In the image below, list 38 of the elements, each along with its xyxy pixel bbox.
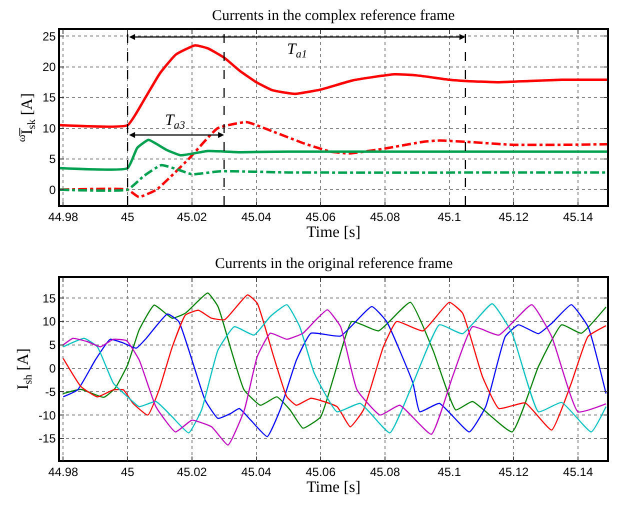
x-tick-label: 45.02: [176, 210, 208, 224]
x-tick-label: 45.08: [370, 465, 400, 480]
annotation: T$_{a3}$: [165, 112, 186, 132]
x-tick-label: 45.06: [306, 210, 336, 224]
y-tick-label: -10: [38, 408, 56, 422]
x-tick-label: 45: [120, 465, 135, 480]
y-tick-label: 0: [49, 362, 56, 376]
y-tick-label: 15: [42, 90, 56, 105]
x-tick-label: 45.02: [176, 465, 208, 480]
x-tick-label: 45.14: [563, 465, 594, 480]
y-tick-label: 25: [42, 29, 56, 44]
y-tick-label: 10: [42, 314, 56, 329]
x-tick-label: 45.06: [306, 465, 336, 480]
x-tick-label: 45.1: [438, 210, 462, 224]
y-tick-label: 5: [49, 338, 56, 352]
y-tick-label: 10: [42, 121, 56, 136]
y-tick-label: -15: [38, 432, 56, 446]
x-tick-label: 44.98: [48, 210, 79, 224]
line-series: [60, 164, 607, 192]
x-tick-label: 45.04: [241, 465, 272, 480]
x-tick-label: 45.08: [370, 210, 400, 224]
x-tick-label: 45.1: [438, 465, 462, 480]
x-tick-label: 45.14: [563, 210, 594, 224]
y-tick-label: -5: [45, 384, 56, 399]
chart-title: Currents in the complex reference frame: [212, 8, 456, 24]
x-tick-label: 45.04: [241, 210, 272, 224]
x-axis-title: Time [s]: [306, 224, 361, 242]
x-tick-label: 45.12: [498, 465, 530, 480]
y-tick-label: 20: [42, 60, 56, 74]
annotation: T$_{a1}$: [287, 41, 308, 60]
x-tick-label: 44.98: [48, 465, 79, 480]
x-tick-label: 45: [120, 210, 135, 224]
y-tick-label: 0: [49, 182, 56, 197]
y-tick-label: 15: [42, 291, 56, 306]
x-tick-label: 45.12: [498, 210, 530, 224]
y-tick-label: 5: [49, 152, 56, 166]
chart-title: Currents in the original reference frame: [215, 256, 454, 272]
x-axis-title: Time [s]: [306, 479, 361, 496]
